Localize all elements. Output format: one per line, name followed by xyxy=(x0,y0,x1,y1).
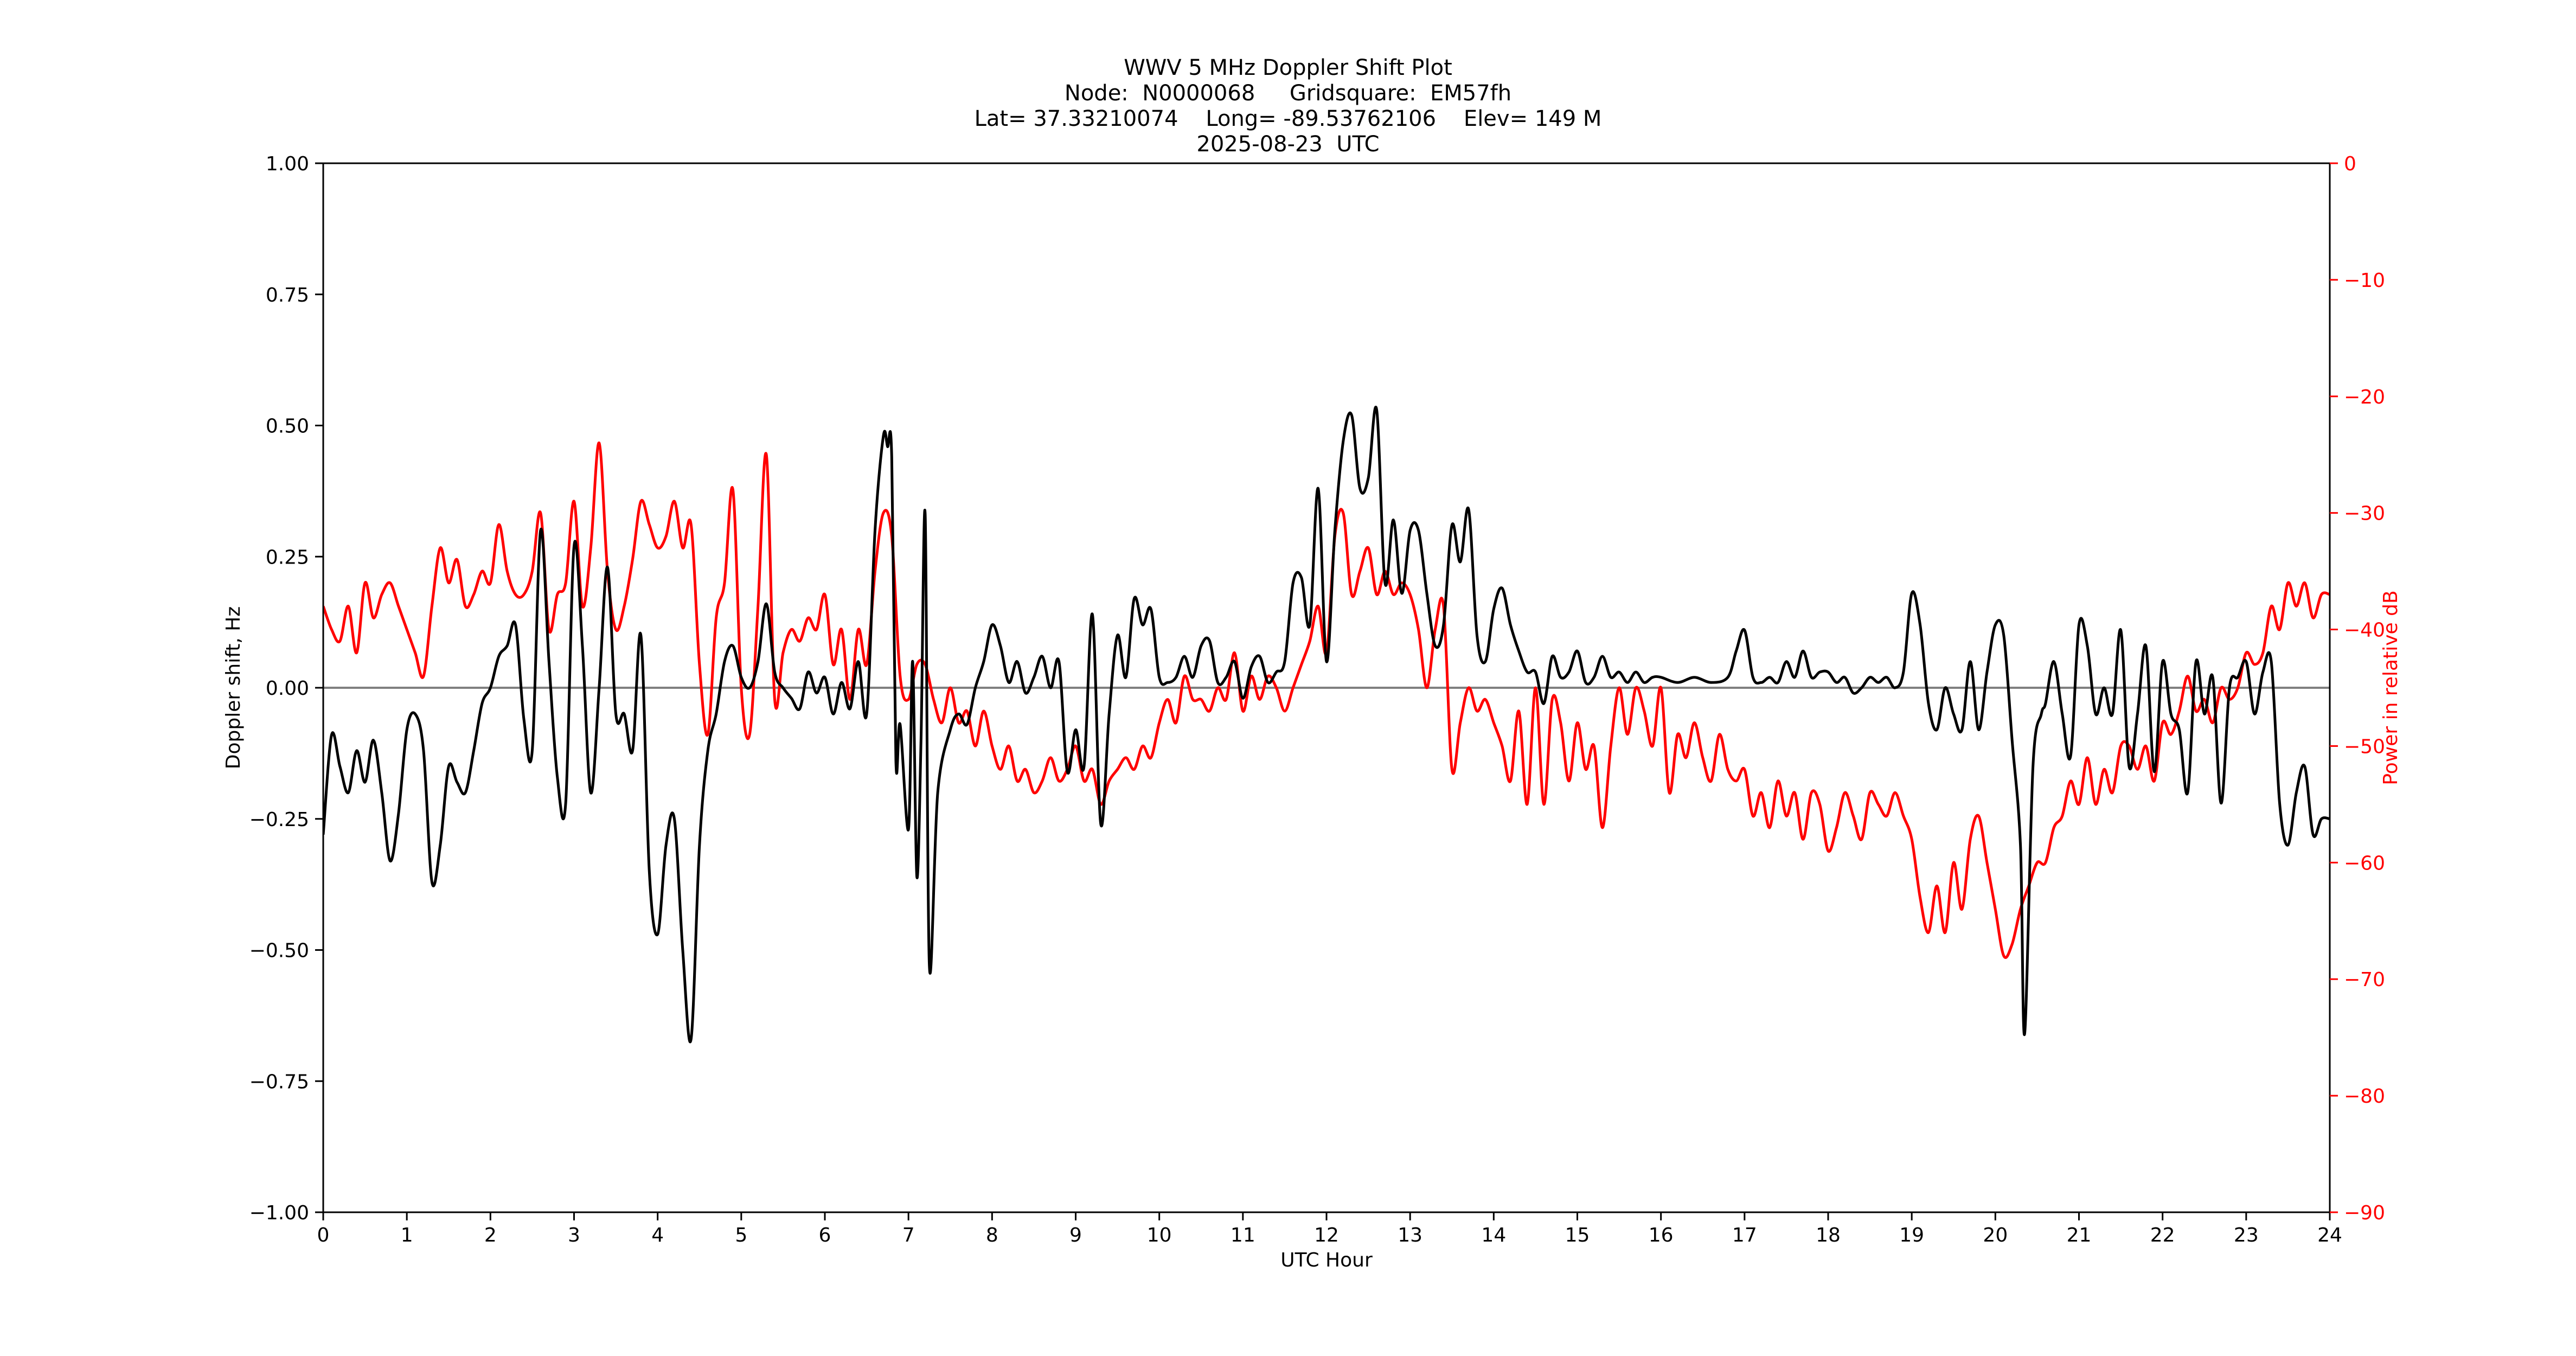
y-right-tick-label: −70 xyxy=(2344,969,2385,991)
x-tick-label: 20 xyxy=(1983,1224,2008,1246)
y-left-tick-label: 0.75 xyxy=(266,284,309,306)
x-tick-label: 24 xyxy=(2317,1224,2342,1246)
y-axis-right-label: Power in relative dB xyxy=(2380,590,2402,785)
y-left-tick-label: −1.00 xyxy=(249,1202,309,1224)
y-left-tick-label: 0.00 xyxy=(266,677,309,700)
y-right-tick-label: −50 xyxy=(2344,735,2385,758)
x-tick-label: 18 xyxy=(1816,1224,1841,1246)
x-tick-label: 21 xyxy=(2067,1224,2092,1246)
y-left-tick-label: 1.00 xyxy=(266,153,309,175)
y-right-tick-label: −10 xyxy=(2344,270,2385,292)
x-tick-label: 5 xyxy=(735,1224,747,1246)
power-series-line xyxy=(323,442,2330,959)
chart-title: WWV 5 MHz Doppler Shift Plot xyxy=(1124,55,1452,80)
x-tick-label: 15 xyxy=(1565,1224,1590,1246)
x-tick-label: 2 xyxy=(484,1224,497,1246)
x-tick-label: 17 xyxy=(1732,1224,1757,1246)
x-axis-label: UTC Hour xyxy=(1280,1249,1373,1271)
x-tick-label: 12 xyxy=(1314,1224,1339,1246)
y-left-tick-label: −0.50 xyxy=(249,940,309,962)
x-tick-label: 14 xyxy=(1481,1224,1506,1246)
y-left-tick-label: 0.50 xyxy=(266,415,309,438)
y-right-tick-label: −40 xyxy=(2344,619,2385,642)
y-right-tick-label: −80 xyxy=(2344,1085,2385,1108)
y-right-tick-label: −90 xyxy=(2344,1202,2385,1224)
x-tick-label: 0 xyxy=(317,1224,330,1246)
chart-subtitle-node: Node: N0000068 Gridsquare: EM57fh xyxy=(1064,81,1512,106)
y-right-tick-label: 0 xyxy=(2344,153,2356,175)
x-tick-label: 11 xyxy=(1231,1224,1255,1246)
y-axis-left-label: Doppler shift, Hz xyxy=(222,606,245,769)
x-tick-label: 10 xyxy=(1147,1224,1172,1246)
series-layer xyxy=(323,406,2330,1044)
x-tick-label: 1 xyxy=(401,1224,413,1246)
x-tick-label: 16 xyxy=(1649,1224,1674,1246)
x-tick-label: 9 xyxy=(1069,1224,1082,1246)
y-left-tick-label: 0.25 xyxy=(266,546,309,568)
axes-layer: 0 1 2 3 4 5 6 7 8 9 10 11 12 13 14 15 16 17 18 19 20 21 22 23 24… xyxy=(249,153,2385,1246)
y-right-tick-label: −30 xyxy=(2344,503,2385,525)
chart-subtitle-location: Lat= 37.33210074 Long= -89.53762106 Elev… xyxy=(974,106,1602,131)
x-tick-label: 6 xyxy=(819,1224,831,1246)
x-tick-label: 22 xyxy=(2150,1224,2175,1246)
doppler-series-line xyxy=(323,406,2330,1044)
x-tick-label: 19 xyxy=(1899,1224,1924,1246)
x-tick-label: 7 xyxy=(902,1224,915,1246)
x-tick-label: 13 xyxy=(1398,1224,1422,1246)
y-left-tick-label: −0.25 xyxy=(249,809,309,831)
chart-subtitle-date: 2025-08-23 UTC xyxy=(1196,132,1380,157)
y-right-tick-label: −20 xyxy=(2344,386,2385,408)
x-tick-label: 8 xyxy=(986,1224,998,1246)
x-tick-label: 23 xyxy=(2234,1224,2259,1246)
chart-title-block: WWV 5 MHz Doppler Shift Plot Node: N0000… xyxy=(0,55,2576,157)
x-tick-label: 4 xyxy=(651,1224,664,1246)
y-left-tick-label: −0.75 xyxy=(249,1071,309,1093)
x-tick-label: 3 xyxy=(568,1224,580,1246)
y-right-tick-label: −60 xyxy=(2344,852,2385,874)
